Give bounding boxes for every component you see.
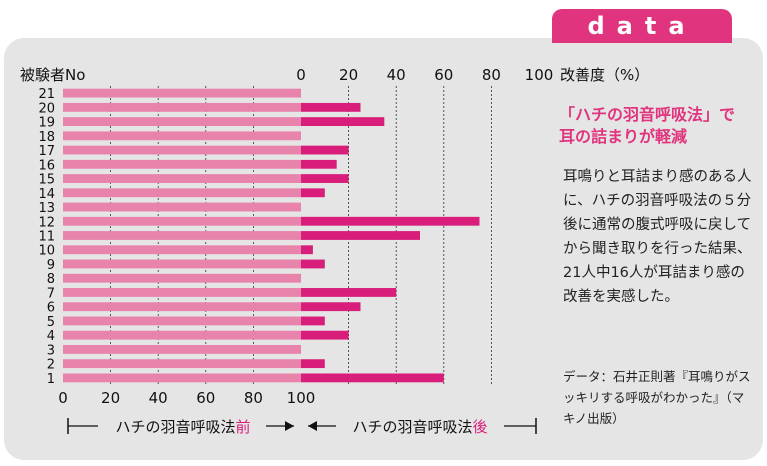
subject-label: 1 — [47, 372, 55, 387]
subject-label: 19 — [38, 116, 55, 131]
after-label: ハチの羽音呼吸法後 — [308, 413, 537, 439]
before-bar-15 — [63, 174, 301, 183]
sidebar-heading: 「ハチの羽音呼吸法」で 耳の詰まりが軽減 — [559, 104, 754, 148]
before-bar-6 — [63, 302, 301, 312]
bars-after — [301, 102, 480, 383]
after-bar-6 — [301, 302, 361, 312]
before-bar-11 — [63, 231, 301, 240]
before-bar-19 — [63, 117, 301, 127]
before-bar-21 — [63, 88, 301, 98]
before-bar-10 — [63, 245, 301, 255]
before-bar-14 — [63, 188, 301, 198]
before-bar-9 — [63, 259, 301, 269]
after-tick-label: 0 — [296, 66, 306, 84]
before-bar-1 — [63, 373, 301, 383]
subject-label: 5 — [47, 315, 55, 330]
before-bar-16 — [63, 159, 301, 169]
before-label-main: ハチの羽音呼吸法 — [115, 418, 235, 436]
before-tick-label: 20 — [101, 389, 120, 407]
subject-label: 12 — [38, 215, 55, 230]
before-label: ハチの羽音呼吸法前 — [67, 413, 294, 439]
after-label-emphasis: 後 — [473, 418, 488, 436]
after-bar-20 — [301, 102, 361, 112]
before-bar-5 — [63, 316, 301, 326]
after-bar-12 — [301, 216, 480, 226]
before-tick-label: 40 — [149, 389, 168, 407]
sidebar-heading-line1: 「ハチの羽音呼吸法」で — [559, 105, 736, 124]
before-bar-8 — [63, 273, 301, 283]
before-label-emphasis: 前 — [236, 418, 251, 436]
before-tick-label: 0 — [58, 389, 68, 407]
subject-label: 18 — [38, 130, 55, 145]
subject-label: 6 — [47, 301, 55, 316]
subject-label: 16 — [38, 158, 55, 173]
before-tick-label: 60 — [196, 389, 215, 407]
before-bar-17 — [63, 145, 301, 155]
bars-before — [63, 88, 301, 383]
after-bar-5 — [301, 316, 325, 326]
ticks-before: 0 20 40 60 80 100 — [58, 389, 315, 407]
subject-label: 4 — [47, 329, 55, 344]
after-tick-label: 100 — [525, 66, 554, 84]
subject-label: 11 — [38, 230, 55, 245]
after-bar-1 — [301, 373, 444, 383]
subject-label: 21 — [38, 87, 55, 102]
subject-label: 15 — [38, 173, 55, 188]
subject-label: 10 — [38, 244, 55, 259]
after-bar-15 — [301, 174, 349, 183]
after-bar-7 — [301, 288, 397, 297]
before-bar-7 — [63, 288, 301, 297]
before-bar-4 — [63, 330, 301, 340]
after-bar-11 — [301, 231, 420, 240]
before-bar-13 — [63, 202, 301, 212]
ticks-after: 0 20 40 60 80 100 — [296, 66, 553, 84]
after-bar-4 — [301, 330, 349, 340]
subject-label: 7 — [47, 286, 55, 301]
subject-label: 9 — [47, 258, 55, 273]
after-bar-19 — [301, 117, 385, 127]
sidebar-source: データ：石井正則著『耳鳴りがスッキリする呼吸がわかった』（マキノ出版） — [563, 369, 751, 426]
after-bar-14 — [301, 188, 325, 198]
after-bar-10 — [301, 245, 313, 255]
data-tab: data — [552, 9, 732, 43]
subject-label: 13 — [38, 201, 55, 216]
after-bar-16 — [301, 159, 337, 169]
sidebar-heading-line2: 耳の詰まりが軽減 — [559, 127, 688, 146]
before-bar-12 — [63, 216, 301, 226]
after-bar-2 — [301, 359, 325, 369]
x-axis-title-top: 改善度（%） — [560, 66, 649, 84]
after-bar-9 — [301, 259, 325, 269]
after-bar-17 — [301, 145, 349, 155]
sidebar-body: 耳鳴りと耳詰まり感のある人に、ハチの羽音呼吸法の５分後に通常の腹式呼吸に戻してか… — [563, 169, 752, 305]
subject-label: 14 — [38, 187, 55, 202]
after-tick-label: 60 — [434, 66, 453, 84]
before-bar-18 — [63, 131, 301, 141]
before-tick-label: 100 — [287, 389, 316, 407]
before-bar-2 — [63, 359, 301, 369]
after-tick-label: 20 — [339, 66, 358, 84]
y-axis-title: 被験者No — [20, 66, 85, 84]
subject-label: 17 — [38, 144, 55, 159]
subject-label: 3 — [47, 343, 55, 358]
subject-label: 20 — [38, 101, 55, 116]
after-tick-label: 40 — [387, 66, 406, 84]
before-bar-3 — [63, 344, 301, 354]
after-tick-label: 80 — [482, 66, 501, 84]
before-bar-20 — [63, 102, 301, 112]
after-label-text: ハチの羽音呼吸法後 — [352, 418, 487, 436]
before-label-text: ハチの羽音呼吸法前 — [115, 418, 250, 436]
after-label-main: ハチの羽音呼吸法 — [352, 418, 472, 436]
before-tick-label: 80 — [244, 389, 263, 407]
subject-label: 8 — [47, 272, 55, 287]
subject-label: 2 — [47, 358, 55, 373]
